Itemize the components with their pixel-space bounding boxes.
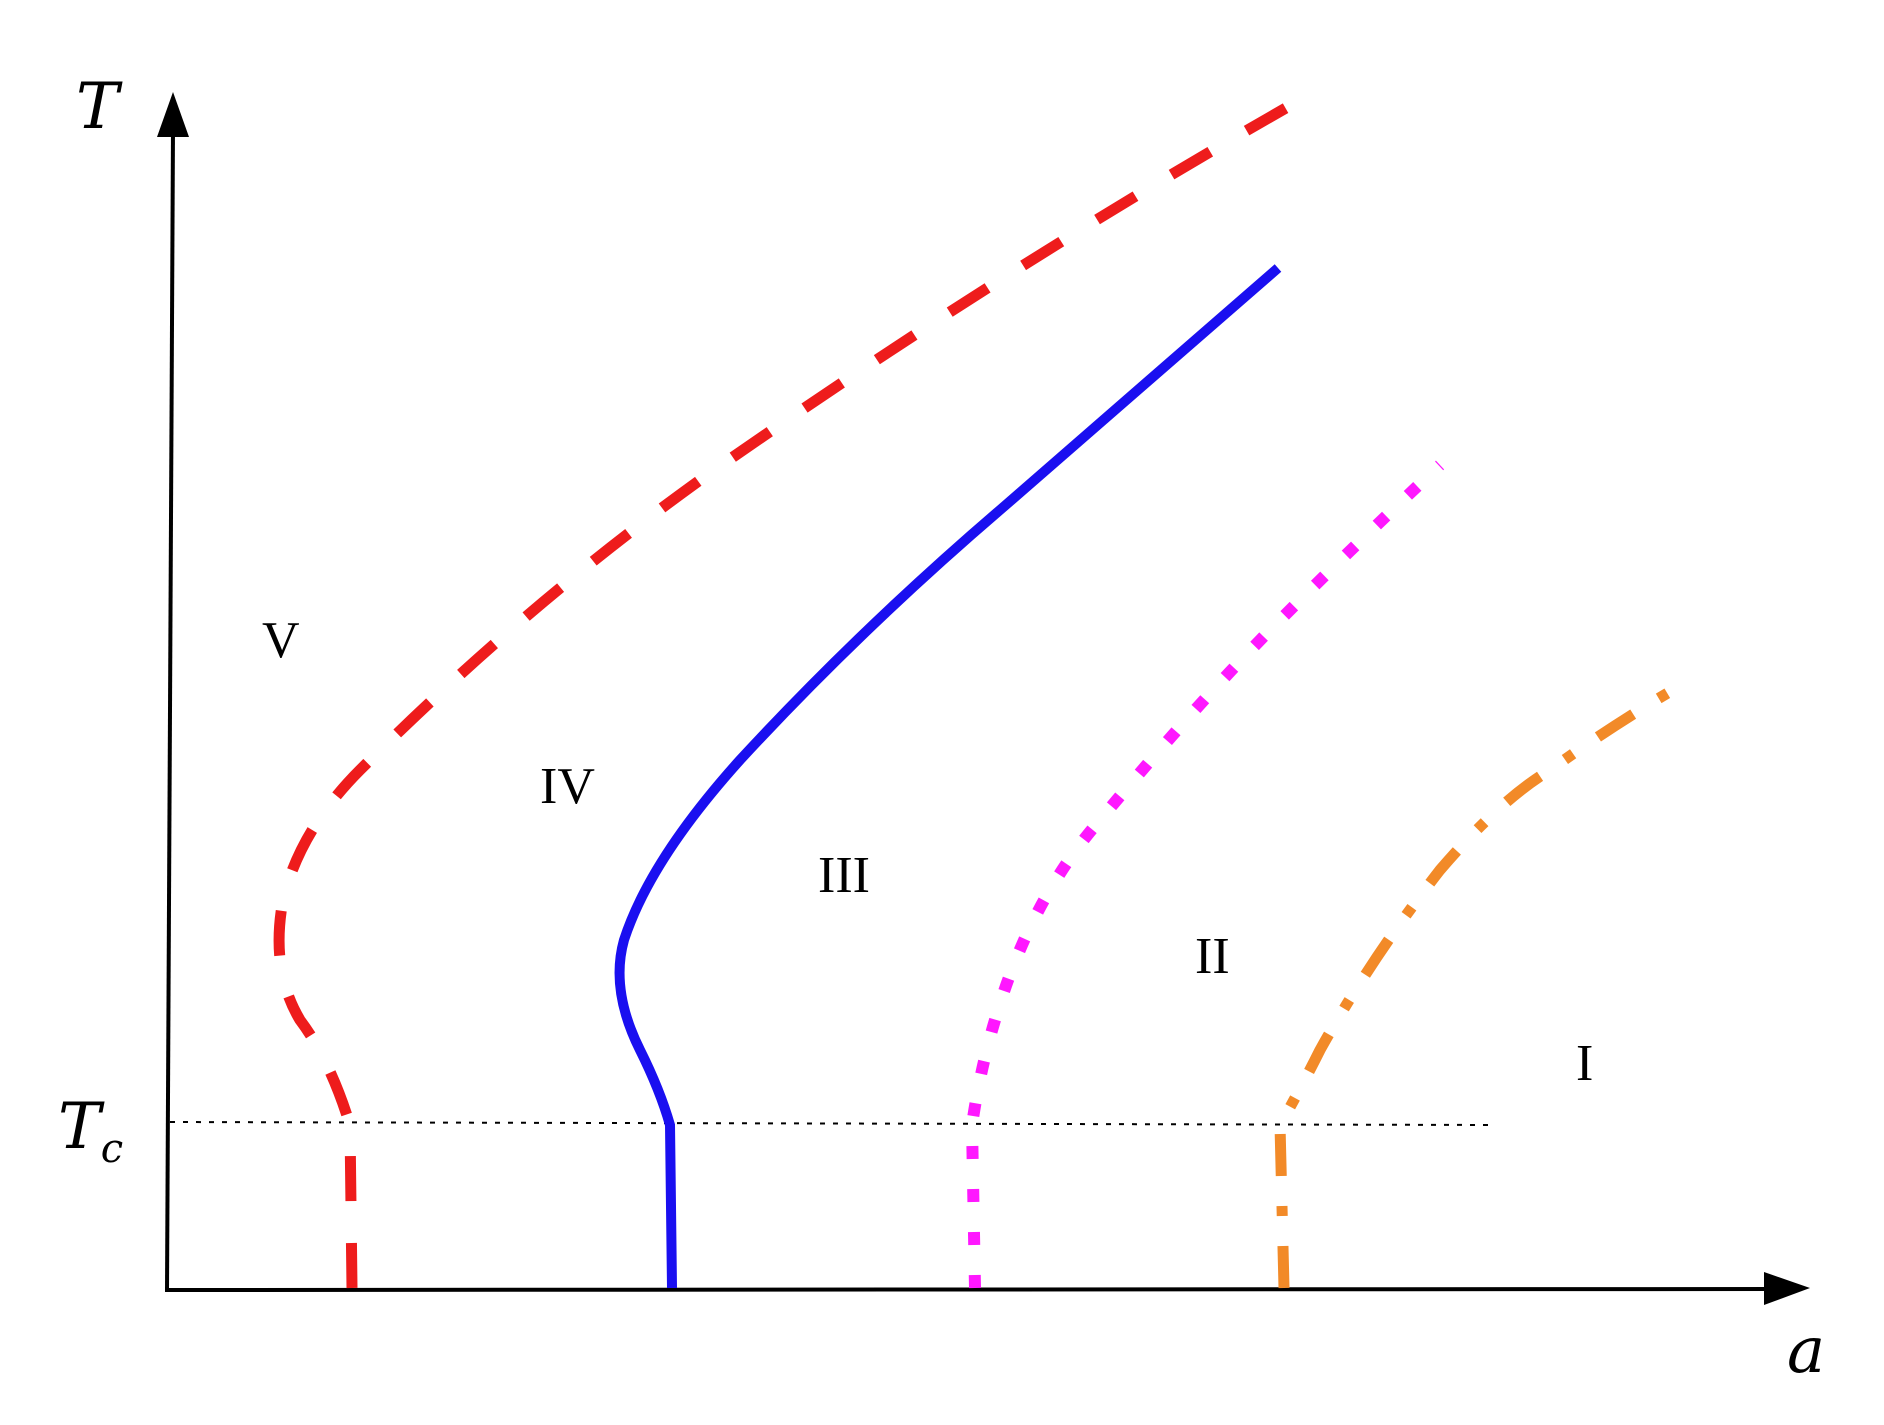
- tc-label-sub: c: [101, 1126, 123, 1172]
- blue-solid-curve: [614, 264, 1282, 1289]
- magenta-dotted-curve: [965, 460, 1445, 1289]
- red-dashed-curve: [273, 95, 1303, 1289]
- region-label-iv: IV: [540, 758, 595, 815]
- tc-label-main: T: [58, 1090, 105, 1164]
- y-axis: [165, 129, 175, 1291]
- x-axis-arrowhead: [1764, 1272, 1810, 1305]
- tc-line: [169, 1121, 1496, 1126]
- region-label-i: I: [1576, 1035, 1593, 1092]
- region-label-ii: II: [1195, 928, 1230, 985]
- region-label-v: V: [262, 612, 300, 669]
- orange-dashdot-curve: [1274, 675, 1693, 1289]
- y-axis-arrowhead: [157, 92, 189, 137]
- y-axis-label: T: [76, 70, 123, 144]
- tc-label: Tc: [58, 1090, 123, 1172]
- region-label-iii: III: [818, 847, 870, 904]
- x-axis-label: a: [1787, 1314, 1825, 1388]
- x-axis: [164, 1287, 1773, 1292]
